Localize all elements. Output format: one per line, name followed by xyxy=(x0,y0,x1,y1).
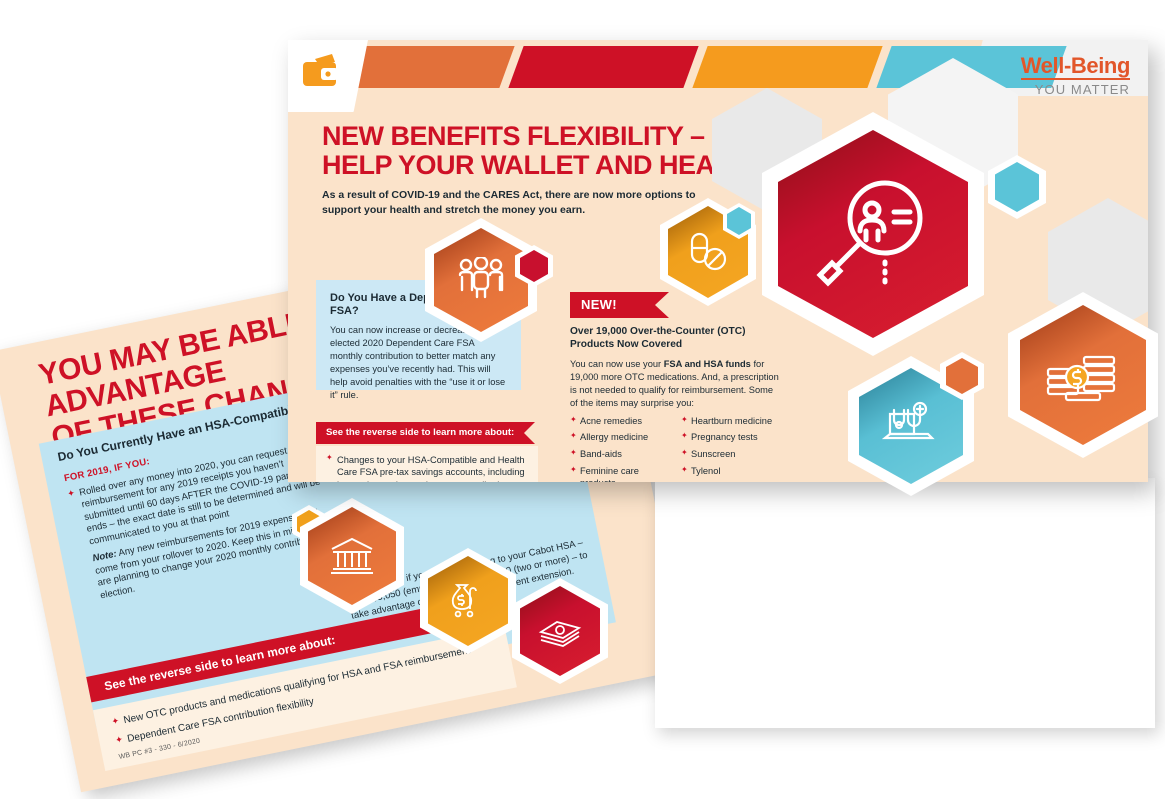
front-reverse-item-1: Changes to your HSA-Compatible and Healt… xyxy=(326,453,528,482)
new-flag: NEW! xyxy=(570,292,669,318)
front-reverse-bar: See the reverse side to learn more about… xyxy=(316,422,535,444)
wallet-plate xyxy=(288,40,368,112)
wallet-icon xyxy=(303,54,338,86)
front-card: Well-Being YOU MATTER NEW BENEFITS FLEXI… xyxy=(288,40,1148,482)
pills-capsule-icon xyxy=(668,206,748,298)
otc-body-mid: for 19,000 more OTC medications. And, a … xyxy=(570,358,779,408)
hex-cash-stack xyxy=(512,578,608,684)
front-reverse-list: Changes to your HSA-Compatible and Healt… xyxy=(316,446,538,482)
otc-panel: Over 19,000 Over-the-Counter (OTC) Produ… xyxy=(570,326,782,482)
dependent-care-body: You can now increase or decrease your el… xyxy=(330,325,506,400)
people-group-icon xyxy=(434,228,528,332)
front-subhead: As a result of COVID-19 and the CARES Ac… xyxy=(322,189,696,217)
header-stripe-gold xyxy=(692,46,883,88)
front-reverse-bar-label: See the reverse side to learn more about… xyxy=(326,427,515,438)
front-headline-line2: HELP YOUR WALLET AND HEALTH xyxy=(322,150,764,181)
magnifier-profile-icon xyxy=(778,130,968,338)
list-item: Heartburn medicine xyxy=(681,415,782,428)
list-item: Pregnancy tests xyxy=(681,431,782,444)
list-item: Feminine care products xyxy=(570,465,671,482)
front-headline: NEW BENEFITS FLEXIBILITY – HELP YOUR WAL… xyxy=(322,121,792,181)
otc-body: You can now use your FSA and HSA funds f… xyxy=(570,358,782,410)
front-header-band: Well-Being YOU MATTER xyxy=(288,40,1148,112)
logo-tagline: YOU MATTER xyxy=(1034,82,1130,98)
front-headline-line1: NEW BENEFITS FLEXIBILITY – xyxy=(322,121,705,151)
otc-list-left: Acne remedies Allergy medicine Band-aids… xyxy=(570,415,671,482)
otc-body-bold: FSA and HSA funds xyxy=(663,358,751,369)
header-stripe-red xyxy=(508,46,699,88)
hex-accent-orange-small xyxy=(940,352,984,400)
otc-lists: Acne remedies Allergy medicine Band-aids… xyxy=(570,415,782,482)
white-page-sheet xyxy=(655,478,1155,728)
list-item: Allergy medicine xyxy=(570,431,671,444)
money-bag-cart-icon xyxy=(428,556,508,646)
hex-magnifier-profile xyxy=(762,112,984,356)
logo-name: Well-Being xyxy=(1020,54,1130,81)
hex-accent-blue-small-2 xyxy=(988,155,1046,219)
cash-stack-icon xyxy=(520,586,600,676)
hex-people-group xyxy=(425,218,537,342)
otc-body-pre: You can now use your xyxy=(570,358,664,369)
hex-money-bag-cart xyxy=(420,548,516,654)
list-item: Band-aids xyxy=(570,448,671,461)
list-item: Acne remedies xyxy=(570,415,671,428)
well-being-logo: Well-Being YOU MATTER xyxy=(1020,54,1130,98)
new-flag-label: NEW! xyxy=(581,297,617,312)
hex-accent-red-small xyxy=(515,245,553,287)
list-item: Tylenol xyxy=(681,465,782,478)
hex-coin-stacks xyxy=(1008,292,1158,458)
otc-title: Over 19,000 Over-the-Counter (OTC) Produ… xyxy=(570,326,746,350)
coin-stacks-icon xyxy=(1020,305,1146,445)
bank-building-icon xyxy=(308,507,396,605)
list-item: Sunscreen xyxy=(681,448,782,461)
otc-list-right: Heartburn medicine Pregnancy tests Sunsc… xyxy=(681,415,782,482)
hex-accent-blue-small xyxy=(723,203,755,239)
hex-bank-building xyxy=(300,498,404,614)
laptop-stethoscope-icon xyxy=(859,368,963,484)
